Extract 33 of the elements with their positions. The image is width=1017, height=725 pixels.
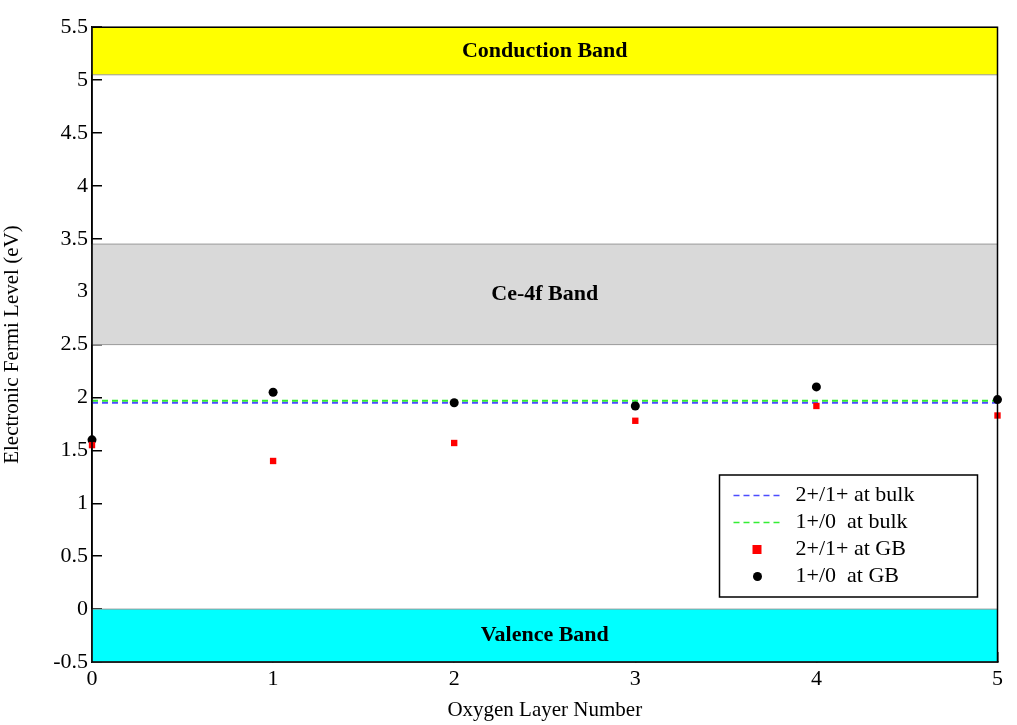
point: [268, 387, 278, 397]
y-tick-label: 1.5: [60, 436, 88, 462]
y-tick-label: 5.5: [60, 12, 88, 38]
point: [813, 402, 820, 410]
x-axis-title: Oxygen Layer Number: [447, 696, 643, 721]
legend-label: 1+/0 at GB: [795, 562, 899, 588]
legend-label: 2+/1+ at bulk: [795, 481, 915, 507]
y-tick-label: 4: [77, 171, 88, 197]
y-tick-label: 2: [77, 383, 88, 409]
x-tick-label: 2: [448, 664, 460, 690]
y-tick-label: -0.5: [53, 647, 88, 673]
band-label: Valence Band: [480, 621, 609, 647]
point: [630, 401, 640, 411]
x-tick-label: 3: [629, 664, 641, 690]
y-tick-label: 0: [77, 594, 88, 620]
y-tick-label: 1: [77, 489, 88, 515]
y-tick-label: 3: [77, 277, 88, 303]
y-tick-label: 2.5: [60, 330, 88, 356]
y-tick-label: 3.5: [60, 224, 88, 250]
x-tick-label: 4: [810, 664, 822, 690]
y-tick-label: 0.5: [60, 541, 88, 567]
y-tick-label: 5: [77, 65, 88, 91]
legend-label: 1+/0 at bulk: [795, 508, 908, 534]
x-tick-label: 5: [992, 664, 1003, 690]
legend-label: 2+/1+ at GB: [795, 535, 906, 561]
point: [994, 412, 1001, 419]
point: [811, 382, 821, 392]
band-label: Ce-4f Band: [491, 280, 599, 306]
y-tick-label: 4.5: [60, 118, 88, 144]
band-label: Conduction Band: [461, 36, 628, 62]
y-axis-title: Electronic Fermi Level (eV): [0, 225, 24, 464]
x-tick-label: 1: [267, 664, 279, 690]
point: [449, 398, 459, 408]
